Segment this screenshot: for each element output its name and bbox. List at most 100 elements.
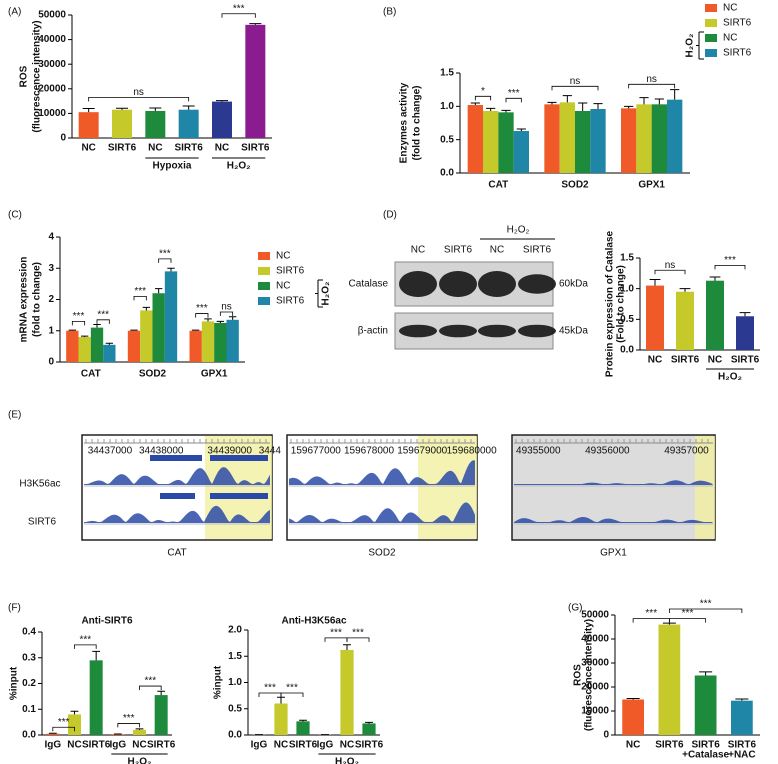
coordinate-label: 34439000 xyxy=(207,446,252,457)
legend-swatch xyxy=(258,282,270,290)
bar xyxy=(145,110,166,138)
legend-group-label: H₂O₂ xyxy=(321,282,332,306)
y-tick-label: 1.5 xyxy=(620,253,634,264)
bar xyxy=(694,675,717,735)
error-bar xyxy=(562,95,572,103)
significance-bracket xyxy=(88,97,190,102)
gene-label: GPX1 xyxy=(600,548,627,559)
y-axis-label: (fluorescence intensity) xyxy=(584,619,595,731)
x-tick-label: NC xyxy=(274,740,288,751)
y-tick-label: 1.0 xyxy=(620,283,634,294)
size-label: 60kDa xyxy=(559,279,588,290)
error-bar xyxy=(216,320,225,323)
x-tick-label: NC xyxy=(340,740,354,751)
x-tick-label: CAT xyxy=(488,180,508,191)
legend-swatch xyxy=(705,19,717,27)
bar xyxy=(189,330,202,362)
bar xyxy=(212,101,232,138)
x-tick-label: CAT xyxy=(81,369,101,380)
y-tick-label: 40000 xyxy=(581,634,609,645)
error-bar xyxy=(299,719,307,722)
legend-swatch xyxy=(705,34,717,42)
bar xyxy=(706,280,724,350)
significance-bracket xyxy=(221,13,256,18)
bar xyxy=(89,660,103,735)
legend-group-label: H₂O₂ xyxy=(685,34,696,58)
x-tick-label: SIRT6 xyxy=(241,143,270,154)
x-tick-sublabel: +Catalase xyxy=(682,750,729,761)
significance-label: ns xyxy=(570,76,581,87)
track-label: H3K56ac xyxy=(19,479,60,490)
x-tick-sublabel: +NAC xyxy=(728,750,756,761)
group-label: H₂O₂ xyxy=(227,161,251,172)
protein-label: Catalase xyxy=(349,279,389,290)
error-bar xyxy=(654,98,664,105)
x-tick-label: IgG xyxy=(44,740,61,751)
group-label: H₂O₂ xyxy=(718,372,742,383)
y-tick-label: 0.0 xyxy=(440,168,454,179)
bar xyxy=(214,322,227,362)
x-tick-label: SIRT6 xyxy=(355,740,384,751)
x-tick-label: NC xyxy=(148,143,162,154)
bar xyxy=(651,104,667,173)
x-tick-label: IgG xyxy=(109,740,126,751)
signal-track xyxy=(514,480,713,485)
error-bar xyxy=(277,696,285,704)
x-tick-label: IgG xyxy=(317,740,334,751)
significance-label: *** xyxy=(508,88,520,99)
bar xyxy=(621,108,637,173)
error-bar xyxy=(135,728,144,730)
signal-track xyxy=(514,517,713,523)
bar xyxy=(201,321,215,362)
significance-label: *** xyxy=(286,683,298,694)
legend-swatch xyxy=(258,297,270,305)
bar xyxy=(340,649,354,735)
legend-swatch xyxy=(258,252,270,260)
signal-track xyxy=(289,502,475,523)
y-tick-label: 0.0 xyxy=(228,730,242,741)
y-tick-label: 10000 xyxy=(38,108,66,119)
y-tick-label: 1 xyxy=(48,325,54,336)
y-tick-label: 2 xyxy=(48,294,54,305)
x-tick-label: SIRT6 xyxy=(82,740,111,751)
significance-bracket xyxy=(474,95,492,101)
y-tick-label: 0.5 xyxy=(620,314,634,325)
error-bar xyxy=(216,100,228,102)
chart-title: Anti-SIRT6 xyxy=(81,616,133,627)
bar xyxy=(736,316,754,350)
bar xyxy=(513,131,529,173)
group-label: Hypoxia xyxy=(153,161,192,172)
significance-bracket xyxy=(195,313,209,318)
signal-track xyxy=(84,505,270,523)
bar xyxy=(78,337,91,362)
protein-label: β-actin xyxy=(358,326,388,337)
significance-bracket xyxy=(52,726,75,732)
significance-label: *** xyxy=(134,286,146,297)
legend-label: NC xyxy=(723,33,737,44)
x-tick-label: SIRT6 xyxy=(174,143,203,154)
y-axis-label: (Fold to change) xyxy=(616,265,627,343)
bar xyxy=(559,102,575,173)
bar xyxy=(483,111,499,173)
error-bar xyxy=(735,698,749,701)
legend-label: NC xyxy=(276,251,290,262)
x-tick-label: SIRT6 xyxy=(671,355,700,366)
peak-call xyxy=(210,493,268,499)
x-tick-label: SIRT6 xyxy=(731,355,760,366)
coordinate-label: 3444 xyxy=(259,446,282,457)
error-bar xyxy=(709,276,721,281)
significance-label: *** xyxy=(700,599,712,610)
x-tick-label: NC xyxy=(132,740,146,751)
bar xyxy=(296,721,310,735)
error-bar xyxy=(649,278,661,286)
error-bar xyxy=(191,329,200,331)
bar xyxy=(636,104,652,173)
error-bar xyxy=(343,644,351,650)
bar xyxy=(498,112,514,173)
y-axis-label: Enzymes activity xyxy=(399,82,410,163)
y-axis-label: ROS xyxy=(573,664,584,686)
y-axis-label: ROS xyxy=(19,65,30,87)
y-axis-label: %input xyxy=(9,666,20,700)
significance-bracket xyxy=(158,258,172,263)
